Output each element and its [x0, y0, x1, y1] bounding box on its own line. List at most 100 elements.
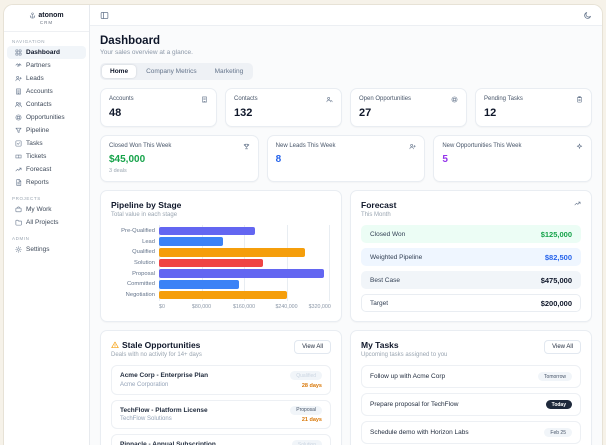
tab-marketing[interactable]: Marketing — [207, 65, 252, 78]
due-badge: Today — [545, 400, 572, 409]
axis-tick: $0 — [159, 304, 165, 310]
tasks-view-all-button[interactable]: View All — [544, 340, 581, 354]
sidebar-item-pipeline[interactable]: Pipeline — [7, 124, 86, 137]
pipeline-by-stage-card: Pipeline by Stage Total value in each st… — [100, 190, 342, 322]
sidebar-item-my-work[interactable]: My Work — [7, 203, 86, 216]
forecast-row-label: Weighted Pipeline — [370, 253, 423, 261]
stage-badge: Solution — [291, 440, 322, 445]
user-plus-icon — [409, 144, 417, 150]
nav-section-label: Admin — [12, 236, 30, 241]
clipboard-list-icon — [577, 96, 582, 103]
highlight-sub: 3 deals — [109, 168, 127, 174]
users-icon — [326, 97, 333, 103]
sidebar-item-leads[interactable]: Leads — [7, 72, 86, 85]
chart-row: Lead — [111, 237, 331, 247]
sidebar-item-all-projects[interactable]: All Projects — [7, 216, 86, 229]
stale-item-title: Acme Corp - Enterprise Plan — [120, 372, 209, 379]
chart-bar — [159, 258, 263, 268]
forecast-row-value: $200,000 — [540, 298, 572, 308]
stale-item[interactable]: TechFlow - Platform License TechFlow Sol… — [111, 399, 331, 429]
ticket-icon — [15, 154, 22, 159]
sidebar-item-label: Accounts — [26, 88, 53, 95]
gear-icon — [15, 246, 22, 253]
trending-up-icon — [574, 201, 581, 206]
forecast-subtitle: This Month — [361, 212, 391, 218]
stale-subtitle: Deals with no activity for 14+ days — [111, 352, 202, 358]
tab-home[interactable]: Home — [102, 65, 137, 78]
main-area: Dashboard Your sales overview at a glanc… — [90, 5, 602, 445]
stat-label: Pending Tasks — [484, 96, 523, 102]
card-new-opportunities-week: New Opportunities This Week 5 — [433, 135, 593, 182]
stat-value: 48 — [109, 107, 122, 119]
due-badge: Tomorrow — [538, 372, 572, 381]
chart-row: Solution — [111, 258, 331, 268]
forecast-row-value: $475,000 — [540, 275, 572, 285]
funnel-icon — [15, 127, 22, 133]
tab-company-metrics[interactable]: Company Metrics — [138, 65, 205, 78]
chart-category-label: Solution — [134, 259, 155, 266]
sidebar-nav: Navigation Dashboard Partners Leads Acco… — [4, 32, 89, 256]
highlight-value: $45,000 — [109, 154, 146, 165]
sidebar-item-opportunities[interactable]: Opportunities — [7, 111, 86, 124]
file-text-icon — [16, 179, 22, 186]
sidebar-item-reports[interactable]: Reports — [7, 176, 86, 189]
logo-name: atonom — [38, 12, 64, 19]
sidebar-item-label: All Projects — [26, 219, 59, 226]
sidebar-item-partners[interactable]: Partners — [7, 59, 86, 72]
stale-view-all-button[interactable]: View All — [294, 340, 331, 354]
sidebar-item-tasks[interactable]: Tasks — [7, 137, 86, 150]
sidebar-item-label: Opportunities — [26, 114, 65, 121]
sidebar-item-settings[interactable]: Settings — [7, 243, 86, 256]
my-tasks-card: My Tasks Upcoming tasks assigned to you … — [350, 330, 592, 445]
chart-row: Pre-Qualified — [111, 226, 331, 236]
sidebar-item-accounts[interactable]: Accounts — [7, 85, 86, 98]
stale-item-company: TechFlow Solutions — [120, 416, 172, 422]
stat-label: Contacts — [234, 96, 258, 102]
bottom-row: Stale Opportunities Deals with no activi… — [100, 330, 592, 445]
stat-card-accounts: Accounts 48 — [100, 88, 217, 127]
stat-value: 132 — [234, 107, 253, 119]
tasks-list: Follow up with Acme Corp Tomorrow Prepar… — [361, 365, 581, 445]
chart-bar — [159, 269, 324, 278]
sidebar-item-forecast[interactable]: Forecast — [7, 163, 86, 176]
nav-section-label: Projects — [12, 196, 41, 201]
task-item[interactable]: Follow up with Acme Corp Tomorrow — [361, 365, 581, 388]
chart-category-label: Negotiation — [125, 291, 155, 298]
users-icon — [15, 102, 22, 108]
stage-badge: Proposal — [290, 405, 322, 415]
stage-badge: Qualified — [290, 371, 322, 380]
task-item[interactable]: Prepare proposal for TechFlow Today — [361, 393, 581, 416]
sidebar-item-label: Pipeline — [26, 127, 50, 134]
stat-card-open-opportunities: Open Opportunities 27 — [350, 88, 467, 127]
theme-toggle-button[interactable] — [581, 9, 594, 22]
chart-bar — [159, 280, 239, 289]
trending-up-icon — [15, 167, 22, 172]
chart-category-label: Qualified — [132, 249, 155, 256]
building-icon — [202, 96, 207, 103]
check-square-icon — [15, 140, 22, 147]
sidebar: atonom CRM Navigation Dashboard Partners… — [4, 5, 90, 445]
forecast-row-best-case: Best Case $475,000 — [361, 271, 581, 289]
stale-item-title: TechFlow - Platform License — [120, 406, 208, 414]
axis-tick: $320,000 — [308, 304, 331, 310]
building-icon — [16, 88, 21, 95]
logo-icon — [30, 12, 36, 19]
stat-label: Accounts — [109, 96, 134, 102]
forecast-row-value: $125,000 — [540, 229, 572, 239]
highlight-label: New Opportunities This Week — [442, 143, 522, 149]
forecast-title: Forecast — [361, 200, 397, 210]
task-item[interactable]: Schedule demo with Horizon Labs Feb 25 — [361, 421, 581, 444]
stale-item[interactable]: Pinnacle - Annual Subscription Pinnacle … — [111, 434, 331, 445]
stale-item-title: Pinnacle - Annual Subscription — [120, 441, 216, 445]
stale-item[interactable]: Acme Corp - Enterprise Plan Acme Corpora… — [111, 365, 331, 395]
forecast-row-target: Target $200,000 — [361, 294, 581, 312]
highlights-row: Closed Won This Week $45,000 3 deals New… — [100, 135, 593, 182]
task-title: Prepare proposal for TechFlow — [370, 401, 459, 408]
sidebar-item-dashboard[interactable]: Dashboard — [7, 46, 86, 59]
user-plus-icon — [15, 76, 22, 82]
sidebar-item-tickets[interactable]: Tickets — [7, 150, 86, 163]
sidebar-item-contacts[interactable]: Contacts — [7, 98, 86, 111]
chart-row: Committed — [111, 279, 331, 289]
sidebar-toggle-button[interactable] — [98, 9, 111, 22]
page-title: Dashboard — [100, 35, 161, 47]
